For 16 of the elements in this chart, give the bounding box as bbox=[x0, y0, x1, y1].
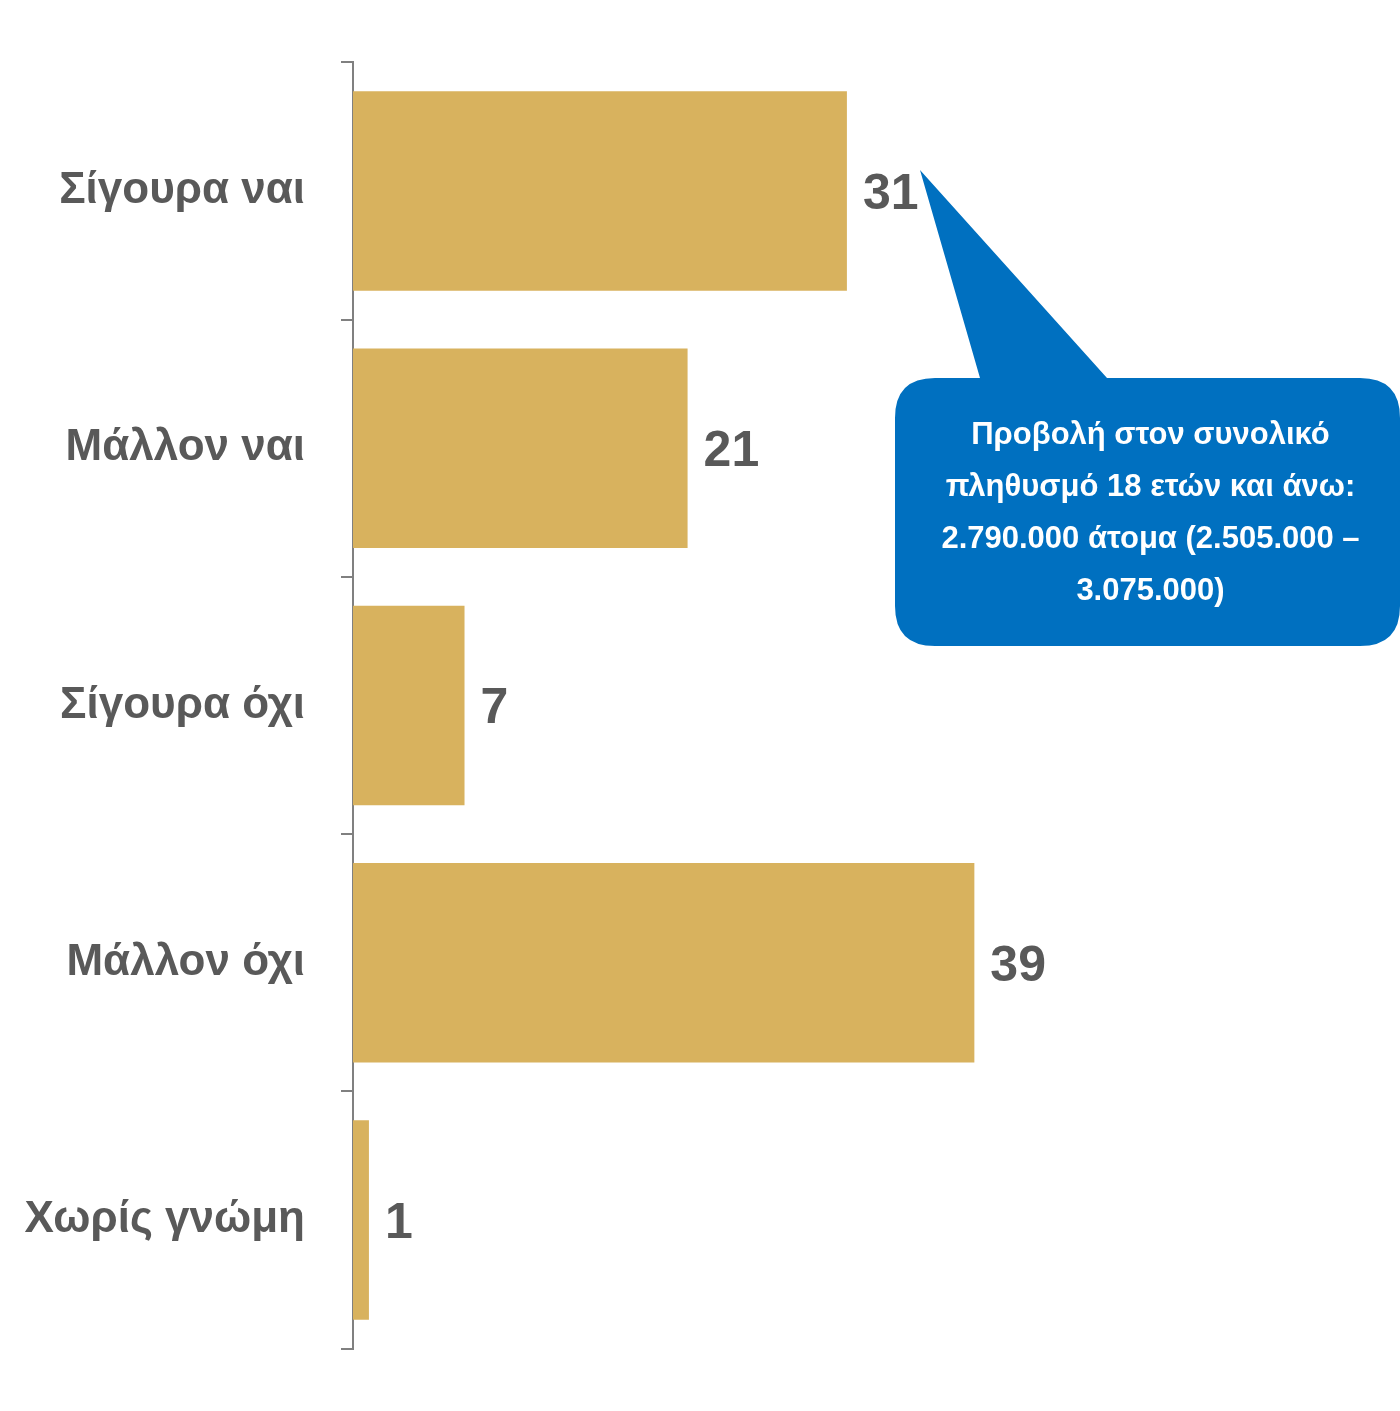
bar bbox=[353, 863, 975, 1063]
bar bbox=[353, 605, 465, 806]
data-label: 1 bbox=[384, 1192, 413, 1249]
y-tick-label: Σίγουρα όχι bbox=[60, 677, 305, 727]
y-tick-label: Χωρίς γνώμη bbox=[24, 1192, 305, 1242]
data-label: 31 bbox=[862, 163, 919, 220]
y-tick-label: Σίγουρα ναι bbox=[59, 163, 305, 213]
data-label: 39 bbox=[990, 935, 1046, 992]
y-tick-label: Μάλλον όχι bbox=[66, 934, 305, 984]
bar bbox=[353, 1120, 369, 1320]
annotation: Προβολή στον συνολικό πληθυσμό 18 ετών και άνω: 2.790.000 άτομα (2.505.000 – 3.075.000) bbox=[940, 415, 1361, 609]
y-tick-label: Μάλλον ναι bbox=[65, 420, 305, 470]
bar bbox=[353, 91, 847, 291]
data-label: 21 bbox=[703, 421, 760, 478]
bar bbox=[353, 348, 688, 548]
data-label: 7 bbox=[480, 678, 509, 735]
